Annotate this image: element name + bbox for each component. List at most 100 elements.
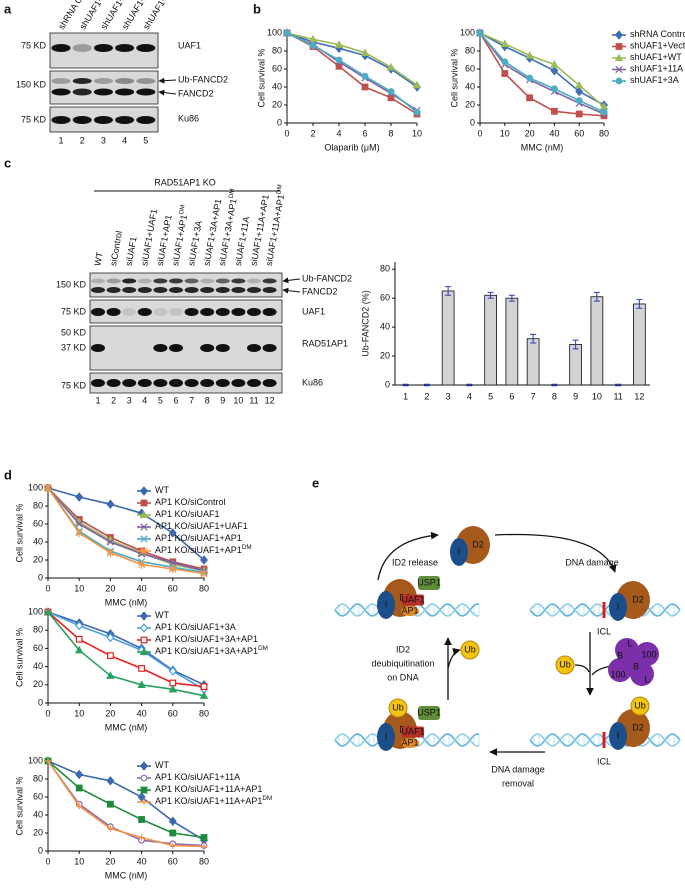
y-tick-label: 0 xyxy=(277,117,282,127)
legend-name: shUAF1+WT xyxy=(630,52,682,62)
node-label: I xyxy=(617,730,620,740)
size-marker: 37 KD xyxy=(61,342,87,352)
band-label: Ku86 xyxy=(302,377,323,387)
size-marker: 75 KD xyxy=(21,40,47,50)
x-tick-label: 7 xyxy=(531,391,536,401)
lane-number: 8 xyxy=(205,395,210,405)
lane-number: 3 xyxy=(101,135,106,145)
lane-number: 10 xyxy=(233,395,243,405)
x-tick-label: 80 xyxy=(199,856,209,866)
y-tick-label: 100 xyxy=(28,755,43,765)
size-marker: 75 KD xyxy=(61,380,87,390)
point xyxy=(137,560,146,569)
node-label: 100 xyxy=(641,649,656,659)
point xyxy=(106,776,115,786)
point xyxy=(75,620,84,631)
point xyxy=(169,842,176,849)
x-tick-label: 10 xyxy=(74,583,84,593)
error-bar xyxy=(615,383,622,387)
legend-name: AP1 KO/siUAF1+3A+AP1 xyxy=(155,634,258,644)
step-label: deubiquitination xyxy=(371,658,434,668)
point xyxy=(199,691,209,699)
lane-label: WT xyxy=(92,251,104,267)
blot-box xyxy=(49,70,159,105)
icl-mark xyxy=(602,732,606,748)
point xyxy=(550,66,559,76)
series-line xyxy=(47,487,205,572)
lane-label: shUAF1+11A xyxy=(141,0,178,31)
legend-label: AP1 KO/siUAF1+3A+AP1 xyxy=(155,634,258,644)
legend-name: shUAF1+11A xyxy=(630,64,683,74)
legend-marker xyxy=(140,798,148,806)
series-line xyxy=(47,487,205,574)
point xyxy=(106,800,114,808)
series-line xyxy=(47,487,205,561)
legend-label: shRNA Control xyxy=(630,29,685,39)
point xyxy=(75,769,84,780)
node-label: Ub xyxy=(464,644,476,654)
series-line xyxy=(479,32,605,106)
bar xyxy=(569,344,582,386)
band xyxy=(168,278,184,284)
band xyxy=(215,278,230,284)
band xyxy=(200,379,215,387)
ubiquitin xyxy=(388,698,408,718)
band xyxy=(246,278,262,284)
node-label: UAF1 xyxy=(401,726,424,736)
x-tick-label: 9 xyxy=(573,391,578,401)
point xyxy=(574,80,584,89)
y-tick-label: 40 xyxy=(380,321,390,331)
y-tick-label: 20 xyxy=(33,554,43,564)
lane-number: 6 xyxy=(173,395,178,405)
legend-marker xyxy=(140,623,148,633)
lane-label-sup: DM xyxy=(178,204,187,215)
error-bar xyxy=(487,291,494,299)
legend-marker xyxy=(140,486,148,496)
legend-name: AP1 KO/siUAF1+3A xyxy=(155,622,236,632)
x-tick-label: 20 xyxy=(105,708,115,718)
band xyxy=(136,44,156,52)
y-tick-label: 80 xyxy=(272,45,282,55)
x-tick-label: 6 xyxy=(362,128,367,138)
legend-label: shUAF1+Vector xyxy=(630,41,685,51)
series-line xyxy=(286,32,418,88)
band xyxy=(136,78,156,84)
point xyxy=(200,683,208,691)
x-tick-label: 60 xyxy=(168,856,178,866)
point xyxy=(106,671,115,679)
point xyxy=(550,107,558,115)
panel-label: c xyxy=(4,155,11,170)
series-line xyxy=(47,487,205,572)
band xyxy=(246,344,262,352)
bar xyxy=(441,290,455,386)
protein-ap1 xyxy=(401,606,419,616)
band xyxy=(168,379,184,387)
band xyxy=(200,287,215,293)
x-axis-label: MMC (nM) xyxy=(105,722,148,732)
band xyxy=(246,308,262,316)
point xyxy=(168,666,177,676)
point xyxy=(526,94,533,102)
x-tick-label: 0 xyxy=(45,708,50,718)
x-tick-label: 11 xyxy=(613,391,622,401)
node-label: Ub xyxy=(634,700,646,710)
legend-label: WT xyxy=(155,610,169,620)
protein-i xyxy=(609,722,627,750)
series-line xyxy=(286,32,418,113)
point xyxy=(575,110,583,118)
band-label: FANCD2 xyxy=(178,88,214,98)
band xyxy=(262,344,277,352)
error-bar xyxy=(593,291,600,302)
band xyxy=(122,278,137,284)
x-axis-label: MMC (nM) xyxy=(105,597,148,607)
band xyxy=(51,44,71,52)
legend-name: shUAF1+3A xyxy=(630,75,679,85)
band xyxy=(246,287,262,293)
x-tick-label: 4 xyxy=(467,391,472,401)
point xyxy=(137,792,146,802)
series-line xyxy=(479,32,605,117)
legend-marker xyxy=(140,523,148,531)
band xyxy=(115,88,135,96)
panel-label: a xyxy=(4,1,12,16)
step-label: DNA damage xyxy=(565,557,619,567)
